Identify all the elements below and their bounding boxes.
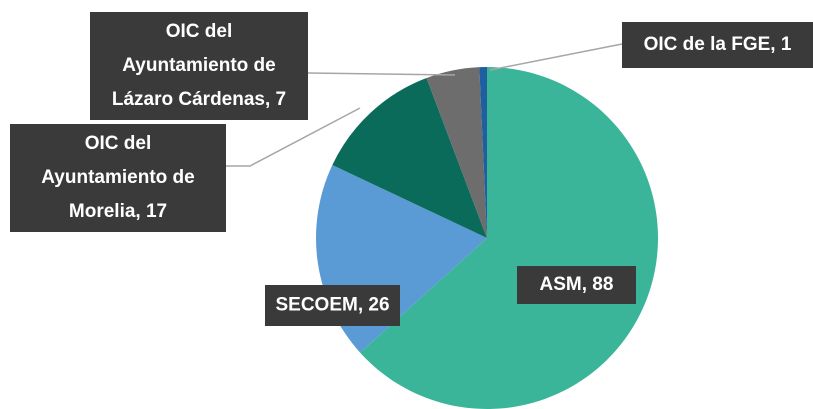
label-box [265, 285, 400, 326]
leader-line [226, 107, 361, 167]
label-box [10, 124, 226, 232]
label-box [517, 266, 636, 304]
data-label: Ayuntamiento de [122, 55, 275, 76]
label-box [622, 22, 813, 68]
data-label: OIC de la FGE, 1 [644, 34, 792, 55]
leader-line [489, 43, 623, 71]
pie-slice [332, 78, 487, 238]
data-label: OIC del [166, 21, 233, 42]
pie-slice [426, 67, 487, 238]
pie-slice [360, 67, 658, 409]
label-box [90, 12, 308, 120]
data-label: Lázaro Cárdenas, 7 [112, 89, 286, 110]
data-label: ASM, 88 [540, 274, 614, 295]
data-label: SECOEM, 26 [275, 295, 389, 316]
leader-line [307, 72, 456, 76]
pie-slice [479, 67, 487, 238]
data-label: Morelia, 17 [69, 201, 167, 222]
data-label: Ayuntamiento de [41, 167, 194, 188]
data-label: OIC del [85, 133, 152, 154]
